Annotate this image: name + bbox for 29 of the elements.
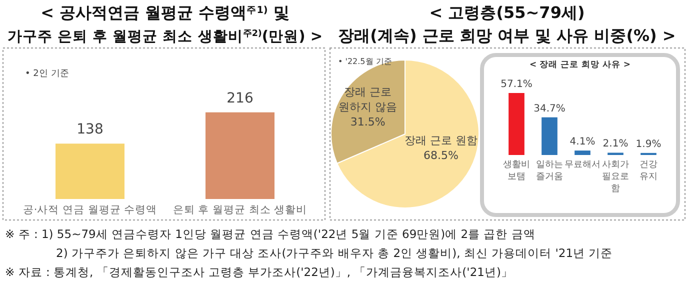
text: • 2인 기준 (25, 69, 69, 79)
text: ※ 주 : 1) 55~79세 연금수령자 1인당 월평균 연금 수령액('22년 5월 기준 69만원)에 2를 곱한 금액 (5, 227, 536, 241)
bar (542, 117, 558, 155)
x-tick-label: 사회가 필요로 함 (602, 160, 629, 194)
text: • '22.5월 기준 (338, 57, 392, 66)
data-label: 216 (226, 90, 254, 106)
x-tick-label: 생활비 보탬 (503, 160, 530, 182)
x-tick-label: 무료해서 (564, 160, 600, 170)
text: ※ 자료 : 통계청, 「경제활동인구조사 고령층 부가조사('22년)」, 「가계금융복지조사('21년)」 (5, 265, 513, 279)
data-label: 1.9% (636, 138, 662, 150)
data-label: 34.7% (534, 103, 566, 114)
chart-title: < 공사적연금 월평균 수령액$^{주1)}$ 및 가구주 은퇴 후 월평균 최소 생활비$^{주2)}$(만원) > (7, 3, 323, 45)
data-label: 4.1% (570, 136, 596, 148)
data-label: 138 (76, 122, 104, 138)
data-label: 2.1% (602, 138, 628, 150)
slice-label: 장래 근로 원함 (404, 134, 478, 148)
x-tick-label: 공·사적 연금 월평균 수령액 (22, 204, 158, 216)
bar (574, 150, 590, 155)
text: 2) 가구주가 은퇴하지 않은 가구 대상 조사(가구주와 배우자 총 2인 생활비), 최신 가용데이터 '21년 기준 (56, 246, 613, 260)
chart-title: < 장래 근로 희망 사유 > (529, 60, 631, 70)
x-tick-label: 은퇴 후 월평균 최소 생활비 (172, 204, 308, 216)
data-label: 68.5% (424, 149, 458, 162)
bar (508, 93, 524, 155)
data-label: 57.1% (500, 79, 532, 90)
slice-label: 장래 근로 원하지 않음 (338, 86, 398, 114)
x-tick-label: 건강 유지 (640, 160, 658, 182)
data-label: 31.5% (350, 116, 386, 129)
x-tick-label: 일하는 즐거움 (536, 160, 563, 182)
chart-title: < 고령층(55~79세) 장래(계속) 근로 희망 여부 및 사유 비중(%) > (338, 3, 676, 45)
